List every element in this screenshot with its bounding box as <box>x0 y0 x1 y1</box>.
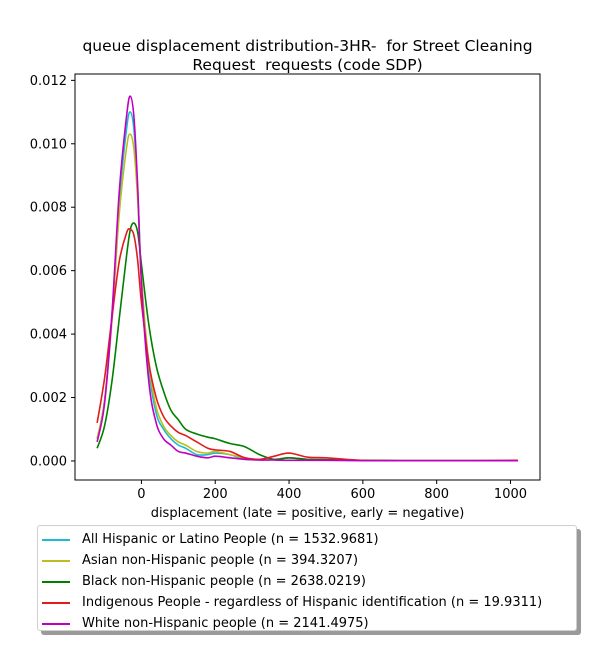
chart-title-line-1: queue displacement distribution-3HR- for… <box>82 37 533 55</box>
y-tick-label: 0.010 <box>30 137 67 152</box>
x-tick-label: 800 <box>424 487 449 502</box>
x-tick-label: 600 <box>350 487 375 502</box>
x-tick-label: 400 <box>277 487 302 502</box>
y-tick-label: 0.004 <box>30 328 67 343</box>
chart-legend: All Hispanic or Latino People (n = 1532.… <box>37 525 577 631</box>
plot-frame <box>74 73 541 481</box>
legend-swatch <box>42 601 70 604</box>
x-tick-label: 1000 <box>494 487 527 502</box>
chart-title-line-2: Request requests (code SDP) <box>192 56 423 74</box>
legend-label: Indigenous People - regardless of Hispan… <box>82 595 543 610</box>
legend-item: Indigenous People - regardless of Hispan… <box>42 592 576 613</box>
y-tick-label: 0.006 <box>30 264 67 279</box>
legend-label: White non-Hispanic people (n = 2141.4975… <box>82 616 369 631</box>
legend-item: Black non-Hispanic people (n = 2638.0219… <box>42 571 576 592</box>
legend-swatch <box>42 622 70 625</box>
series-line-4 <box>96 227 518 462</box>
legend-item: All Hispanic or Latino People (n = 1532.… <box>42 529 576 550</box>
legend-swatch <box>42 559 70 562</box>
x-tick-label: 200 <box>203 487 228 502</box>
x-axis-label: displacement (late = positive, early = n… <box>150 506 465 521</box>
legend-item: White non-Hispanic people (n = 2141.4975… <box>42 613 576 634</box>
legend-item: Asian non-Hispanic people (n = 394.3207) <box>42 550 576 571</box>
legend-label: Asian non-Hispanic people (n = 394.3207) <box>82 553 359 568</box>
y-tick-label: 0.008 <box>30 201 67 216</box>
legend-swatch <box>42 538 70 541</box>
legend-swatch <box>42 580 70 583</box>
y-tick-label: 0.012 <box>30 74 67 89</box>
series-line-5 <box>96 95 518 462</box>
legend-label: All Hispanic or Latino People (n = 1532.… <box>82 532 379 547</box>
series-line-2 <box>96 133 518 462</box>
x-tick-label: 0 <box>137 487 145 502</box>
y-tick-label: 0.002 <box>30 391 67 406</box>
y-tick-label: 0.000 <box>30 454 67 469</box>
legend-label: Black non-Hispanic people (n = 2638.0219… <box>82 574 366 589</box>
